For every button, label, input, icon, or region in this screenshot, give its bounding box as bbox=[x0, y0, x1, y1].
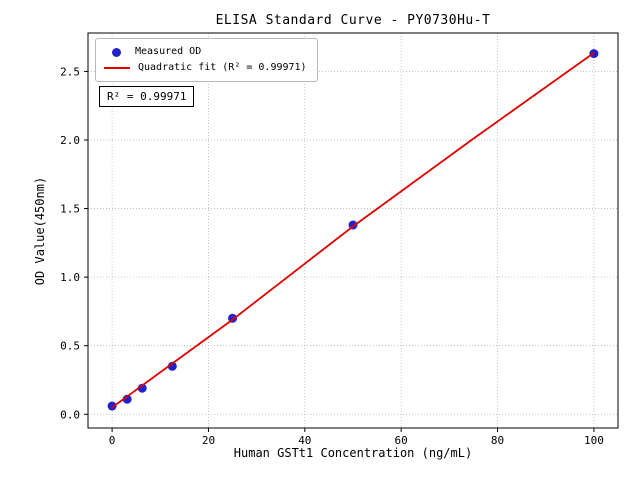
y-tick-label: 1.0 bbox=[60, 271, 80, 284]
legend-label-quadratic-fit: Quadratic fit (R² = 0.99971) bbox=[138, 62, 307, 73]
legend-entry-measured-od: Measured OD bbox=[104, 44, 307, 60]
fit-line-swatch-icon bbox=[104, 67, 130, 69]
x-axis-label: Human GSTt1 Concentration (ng/mL) bbox=[233, 446, 473, 460]
axes-frame bbox=[87, 32, 619, 429]
data-point bbox=[122, 394, 132, 404]
y-tick-label: 0.0 bbox=[60, 408, 80, 421]
x-tick-label: 100 bbox=[584, 434, 604, 447]
y-axis-label: OD Value(450nm) bbox=[33, 176, 47, 286]
chart-title: ELISA Standard Curve - PY0730Hu-T bbox=[215, 13, 491, 28]
x-tick-label: 60 bbox=[395, 434, 408, 447]
measured-od-marker-icon bbox=[112, 47, 121, 57]
x-tick-label: 80 bbox=[491, 434, 504, 447]
data-point bbox=[107, 401, 117, 411]
y-tick-label: 1.5 bbox=[60, 203, 80, 216]
y-tick-label: 2.0 bbox=[60, 134, 80, 147]
x-tick-label: 40 bbox=[298, 434, 311, 447]
fit-line bbox=[111, 51, 595, 409]
data-point bbox=[167, 361, 177, 371]
legend: Measured OD Quadratic fit (R² = 0.99971) bbox=[95, 38, 318, 82]
r-squared-annotation: R² = 0.99971 bbox=[99, 86, 195, 107]
legend-label-measured-od: Measured OD bbox=[135, 46, 202, 57]
x-tick-label: 0 bbox=[109, 434, 116, 447]
legend-entry-quadratic-fit: Quadratic fit (R² = 0.99971) bbox=[104, 60, 307, 76]
data-point bbox=[137, 383, 147, 393]
x-tick-label: 20 bbox=[202, 434, 215, 447]
y-tick-label: 2.5 bbox=[60, 65, 80, 78]
y-tick-label: 0.5 bbox=[60, 340, 80, 353]
